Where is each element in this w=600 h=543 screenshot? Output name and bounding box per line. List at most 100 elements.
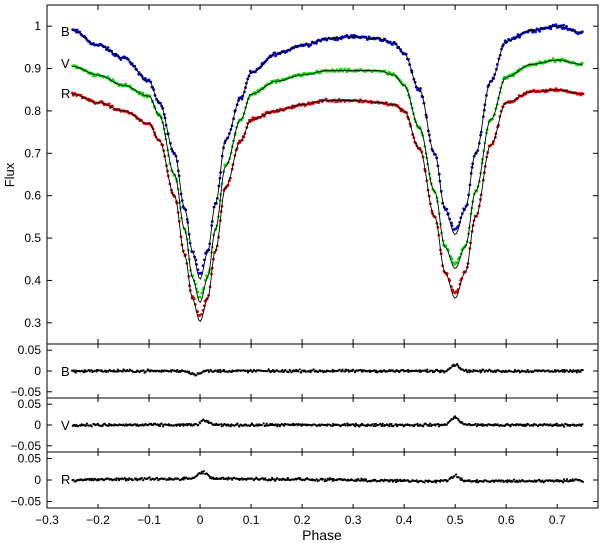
x-tick-label: 0.4 — [396, 513, 413, 527]
residual-point — [418, 423, 422, 426]
residual-point — [511, 480, 514, 483]
residual-point — [567, 480, 570, 483]
residual-point — [445, 423, 448, 426]
data-point-r — [251, 116, 255, 119]
residual-point — [297, 370, 300, 373]
residual-point — [372, 424, 375, 428]
residual-point — [230, 423, 233, 426]
y-axis-label: Flux — [2, 162, 17, 187]
residual-point — [176, 368, 179, 372]
residual-point — [252, 368, 256, 372]
residual-point — [249, 368, 252, 372]
residual-point — [246, 371, 250, 374]
residual-label-v: V — [61, 418, 70, 433]
residual-point — [207, 370, 211, 374]
residual-point — [429, 422, 432, 425]
residual-point — [264, 424, 267, 427]
residual-panel-b-axes: 0.05 0 −0.05 — [11, 343, 598, 399]
residual-point — [171, 369, 174, 372]
y-tick-label: 1 — [34, 19, 41, 33]
residual-point — [565, 478, 569, 481]
residual-point — [93, 369, 96, 372]
residual-point — [371, 423, 374, 426]
residual-point — [158, 369, 161, 372]
data-point-b — [274, 54, 277, 58]
data-point-b — [516, 33, 520, 36]
residual-point — [163, 477, 166, 480]
residual-y-tick-label: 0.05 — [18, 397, 42, 411]
residual-point — [329, 478, 332, 481]
residual-point — [453, 474, 456, 478]
series-r — [70, 87, 585, 323]
residual-point — [373, 369, 376, 372]
residual-point — [581, 423, 584, 426]
residual-point — [271, 369, 275, 372]
residual-point — [336, 478, 339, 481]
residual-point — [274, 423, 277, 426]
residual-point — [246, 369, 250, 372]
residual-point — [72, 478, 75, 481]
residual-point — [506, 481, 509, 484]
x-tick-label: 0.6 — [498, 513, 515, 527]
residual-point — [281, 368, 284, 372]
residual-point — [532, 370, 535, 373]
residual-point — [392, 369, 395, 372]
residual-point — [445, 370, 448, 373]
data-point-r — [358, 100, 361, 104]
residual-point — [333, 479, 336, 482]
residual-point — [135, 477, 138, 480]
residual-y-tick-label: 0 — [34, 473, 41, 487]
residual-point — [352, 368, 355, 371]
residual-point — [260, 423, 263, 427]
residual-point — [388, 423, 391, 426]
residual-point — [436, 479, 439, 482]
residual-point — [461, 479, 464, 482]
residual-point — [226, 478, 229, 481]
series-label-v: V — [61, 56, 70, 71]
data-point-v — [455, 261, 459, 265]
residual-point — [187, 370, 191, 373]
residual-point — [543, 370, 547, 373]
residual-point — [329, 424, 332, 427]
residual-point — [218, 423, 221, 426]
residual-point — [111, 424, 114, 427]
residual-point — [197, 423, 200, 427]
x-axis-label: Phase — [302, 527, 342, 543]
residual-point — [312, 368, 315, 371]
residual-point — [359, 479, 362, 482]
residual-point — [485, 424, 489, 427]
residual-point — [223, 370, 226, 373]
residual-panel-b-data — [70, 363, 584, 377]
residual-point — [208, 474, 211, 478]
residual-point — [307, 370, 311, 373]
residual-point — [236, 422, 239, 425]
residual-point — [486, 370, 489, 373]
residual-point — [404, 479, 407, 482]
residual-point — [383, 369, 386, 372]
residual-point — [85, 370, 88, 373]
data-point-v — [200, 291, 204, 295]
data-point-v — [450, 257, 454, 261]
residual-point — [581, 368, 584, 372]
residual-point — [265, 422, 268, 425]
residual-point — [218, 368, 222, 372]
residual-point — [546, 479, 550, 483]
residual-point — [441, 369, 445, 372]
residual-point — [309, 371, 312, 374]
residual-point — [326, 423, 329, 426]
residual-point — [127, 478, 130, 482]
residual-panel-r-data — [71, 470, 584, 484]
residual-point — [454, 364, 457, 367]
series-b — [71, 23, 584, 280]
residual-point — [277, 423, 280, 426]
residual-point — [409, 424, 412, 427]
residual-point — [72, 370, 76, 373]
residual-point — [521, 370, 524, 373]
residual-point — [347, 368, 350, 372]
y-tick-label: 0.9 — [24, 62, 41, 76]
residual-point — [87, 424, 90, 427]
x-tick-label: 0 — [197, 513, 204, 527]
data-point-r — [240, 138, 244, 142]
data-point-b — [562, 23, 565, 27]
residual-point — [321, 369, 324, 372]
